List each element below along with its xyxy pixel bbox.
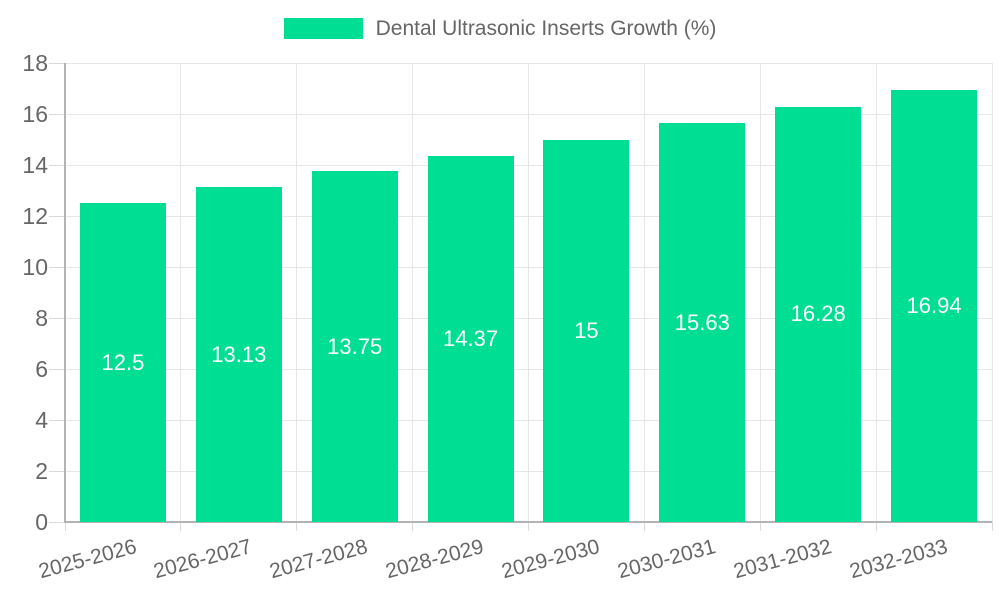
x-axis-category-label: 2031-2032 bbox=[730, 535, 834, 584]
x-gridline bbox=[528, 63, 529, 522]
x-gridline bbox=[296, 63, 298, 522]
x-axis-category-label: 2025-2026 bbox=[35, 535, 139, 584]
y-tick-mark bbox=[49, 419, 65, 421]
x-axis-category-label: 2028-2029 bbox=[383, 535, 487, 584]
y-axis-tick-label: 2 bbox=[35, 458, 48, 484]
x-tick-mark bbox=[528, 522, 529, 531]
bar-value-label: 13.13 bbox=[211, 341, 267, 367]
legend-label: Dental Ultrasonic Inserts Growth (%) bbox=[375, 17, 717, 40]
bar-value-label: 15 bbox=[574, 317, 599, 343]
bar-value-label: 13.75 bbox=[327, 333, 383, 359]
bar-value-label: 12.5 bbox=[101, 349, 145, 375]
y-axis-tick-label: 18 bbox=[22, 50, 48, 76]
y-tick-mark bbox=[49, 164, 65, 166]
x-tick-mark bbox=[759, 522, 761, 531]
bar-value-label: 16.28 bbox=[790, 301, 846, 327]
y-tick-mark bbox=[49, 62, 65, 64]
y-tick-mark bbox=[49, 470, 65, 472]
bar: 15 bbox=[543, 139, 630, 522]
x-tick-mark bbox=[643, 522, 645, 531]
y-axis-tick-label: 14 bbox=[22, 152, 48, 178]
x-gridline bbox=[180, 63, 182, 522]
bar: 16.94 bbox=[891, 90, 978, 522]
x-axis-category-label: 2030-2031 bbox=[615, 535, 719, 584]
x-tick-mark bbox=[180, 522, 182, 531]
x-axis-category-label: 2027-2028 bbox=[267, 535, 371, 584]
legend[interactable]: Dental Ultrasonic Inserts Growth (%) bbox=[0, 18, 1000, 39]
y-axis-tick-label: 4 bbox=[35, 407, 48, 433]
y-axis-tick-label: 8 bbox=[35, 305, 48, 331]
x-axis-category-label: 2029-2030 bbox=[499, 535, 603, 584]
x-gridline bbox=[759, 63, 761, 522]
y-tick-mark bbox=[49, 113, 65, 115]
y-axis-tick-label: 16 bbox=[22, 101, 48, 127]
x-tick-mark bbox=[64, 522, 66, 531]
legend-swatch-icon bbox=[283, 18, 363, 39]
bar: 14.37 bbox=[427, 155, 514, 522]
x-gridline bbox=[412, 63, 414, 522]
x-tick-mark bbox=[875, 522, 877, 531]
bar: 13.13 bbox=[195, 187, 282, 522]
bar-value-label: 16.94 bbox=[906, 293, 962, 318]
y-axis-tick-label: 10 bbox=[22, 254, 48, 280]
x-axis-category-label: 2032-2033 bbox=[846, 535, 950, 584]
y-axis-tick-label: 12 bbox=[22, 203, 48, 229]
y-axis-tick-label: 0 bbox=[35, 509, 48, 535]
bar: 15.63 bbox=[659, 123, 746, 522]
y-tick-mark bbox=[49, 368, 65, 370]
bar: 12.5 bbox=[79, 203, 166, 522]
x-gridline bbox=[875, 63, 877, 522]
bar: 13.75 bbox=[311, 171, 398, 522]
x-gridline bbox=[643, 63, 645, 522]
x-axis-category-label: 2026-2027 bbox=[151, 535, 255, 584]
x-tick-mark bbox=[412, 522, 414, 531]
bar-value-label: 14.37 bbox=[443, 325, 499, 351]
x-tick-mark bbox=[296, 522, 298, 531]
y-tick-mark bbox=[49, 215, 65, 217]
bar: 16.28 bbox=[775, 106, 862, 522]
bar-value-label: 15.63 bbox=[674, 309, 730, 335]
y-axis-line bbox=[64, 63, 66, 523]
y-tick-mark bbox=[49, 521, 65, 523]
y-tick-mark bbox=[49, 266, 65, 268]
y-axis-tick-label: 6 bbox=[35, 356, 48, 382]
x-gridline bbox=[991, 63, 993, 522]
x-axis-line bbox=[65, 521, 992, 523]
y-tick-mark bbox=[49, 317, 65, 319]
x-tick-mark bbox=[991, 522, 993, 531]
